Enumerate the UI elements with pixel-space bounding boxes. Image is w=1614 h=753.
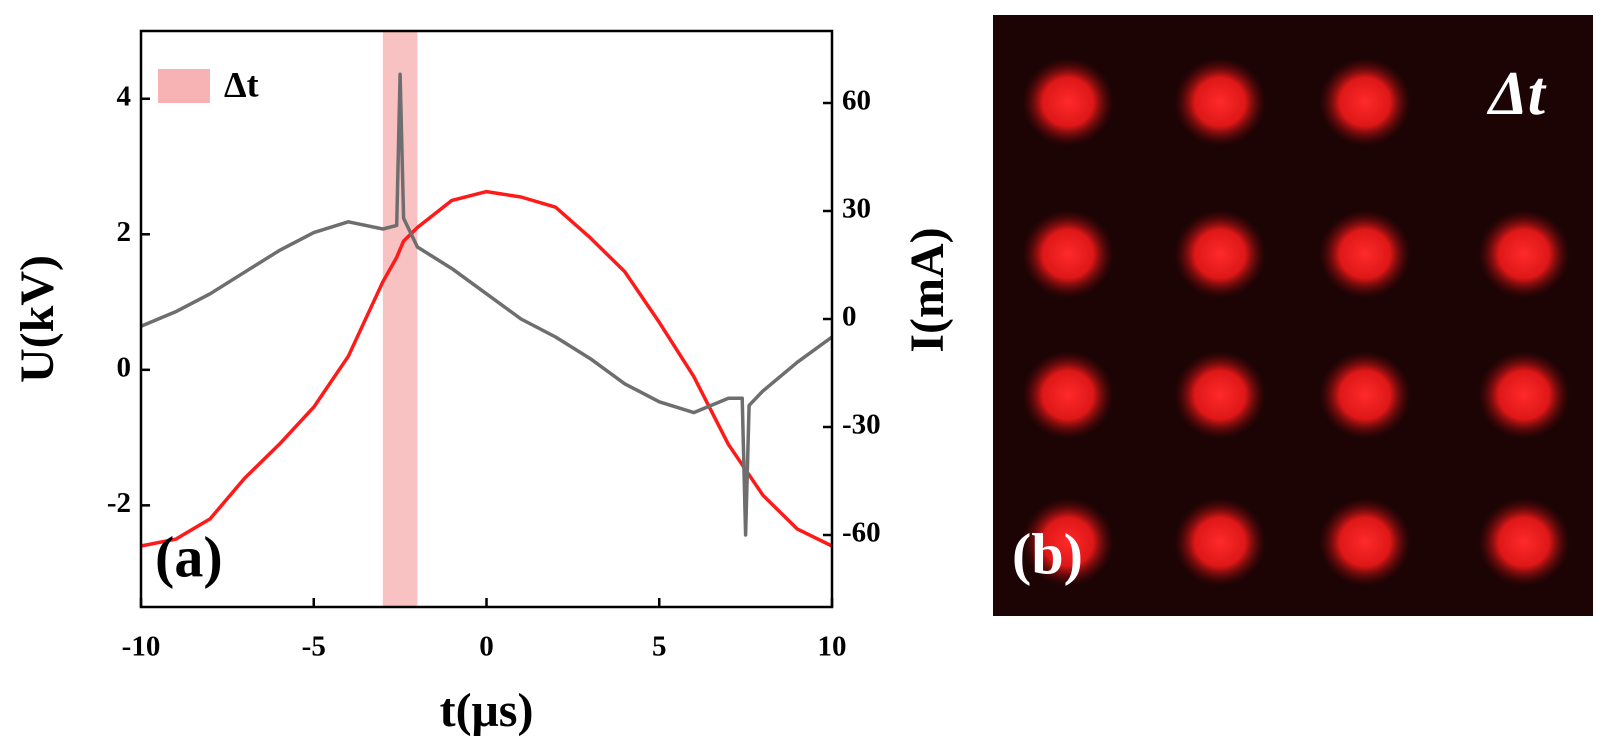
light-spot — [1478, 210, 1570, 298]
y-tick-label: 0 — [117, 351, 132, 383]
light-spot — [1022, 58, 1114, 146]
data-line — [140, 72, 834, 537]
y2-tick-label: 30 — [842, 193, 871, 225]
light-spot — [1478, 498, 1570, 586]
light-spot — [1319, 210, 1411, 298]
plot-frame — [139, 29, 834, 609]
panel-b: (b) Δt — [993, 15, 1593, 616]
y2-tick-label: 60 — [842, 85, 871, 117]
light-spot — [1022, 210, 1114, 298]
y-axis-label: U(kV) — [11, 255, 64, 383]
light-spot — [1319, 351, 1411, 439]
x-tick-label: 5 — [652, 631, 667, 663]
y2-axis-label: I(mA) — [901, 227, 954, 352]
legend-label: Δt — [224, 64, 259, 104]
light-spot — [1022, 498, 1114, 586]
x-tick-label: -5 — [302, 631, 326, 663]
y-tick-label: 2 — [117, 216, 132, 248]
y2-tick-label: -30 — [842, 409, 881, 441]
panel-a: -10 -5 0 5 10 -2 0 2 4 -60 -30 0 30 60 t(μs) U(kV) I(mA)… — [11, 29, 954, 737]
spot-array — [1022, 58, 1570, 586]
y2-tick-label: -60 — [842, 517, 881, 549]
x-axis-label: t(μs) — [440, 684, 534, 737]
y2-tick-label: 0 — [842, 301, 857, 333]
light-spot — [1174, 210, 1266, 298]
x-tick-label: 0 — [479, 631, 494, 663]
y-tick-label: 4 — [117, 80, 132, 112]
light-spot — [1174, 498, 1266, 586]
legend-swatch — [158, 69, 210, 103]
panel-label: (a) — [155, 524, 223, 589]
x-tick-label: -10 — [122, 631, 161, 663]
light-spot — [1478, 351, 1570, 439]
light-spot — [1022, 351, 1114, 439]
x-tick-label: 10 — [818, 631, 847, 663]
light-spot — [1319, 498, 1411, 586]
image-annotation: Δt — [1486, 60, 1547, 128]
light-spot — [1319, 58, 1411, 146]
light-spot — [1174, 58, 1266, 146]
y-tick-label: -2 — [107, 487, 131, 519]
light-spot — [1174, 351, 1266, 439]
panel-label: (b) — [1012, 521, 1083, 586]
data-line — [140, 189, 833, 548]
